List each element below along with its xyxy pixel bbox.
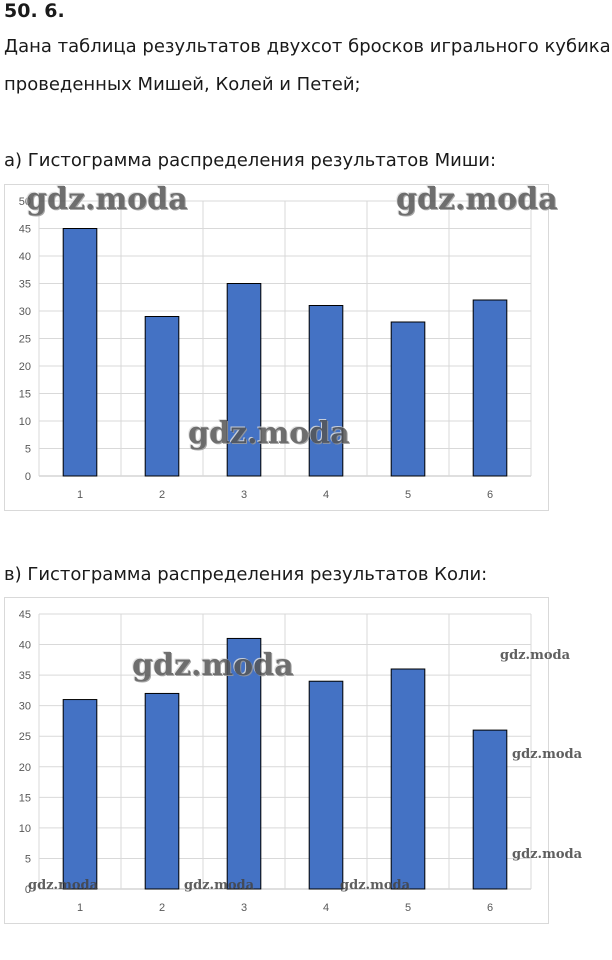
chart-b-bar-3 xyxy=(226,637,262,890)
chart-b-ytick-label: 25 xyxy=(19,731,31,743)
chart-b-bar-5 xyxy=(390,668,426,890)
chart-a-ytick-label: 5 xyxy=(25,444,31,456)
chart-b-ytick-label: 15 xyxy=(19,792,31,804)
chart-b-bar-4 xyxy=(308,680,344,890)
chart-caption-b: в) Гистограмма распределения результатов… xyxy=(4,564,488,585)
problem-intro-line-1: Дана таблица результатов двухсот бросков… xyxy=(4,36,612,57)
problem-intro-line-2: проведенных Мишей, Колей и Петей; xyxy=(4,74,361,95)
chart-a: 0 5 10 15 20 25 30 35 40 45 50 1 2 3 4 5 6 xyxy=(4,184,549,511)
chart-a-ytick-label: 50 xyxy=(19,196,31,208)
chart-b-xtick-label: 2 xyxy=(159,902,165,914)
chart-b-ytick-label: 0 xyxy=(25,884,31,896)
chart-b-bar-6 xyxy=(472,729,508,890)
chart-a-bar-2 xyxy=(144,316,180,477)
chart-a-xtick-label: 6 xyxy=(487,489,493,501)
chart-a-bar-4 xyxy=(308,305,344,477)
chart-b-ytick-label: 35 xyxy=(19,670,31,682)
chart-b-ytick-label: 10 xyxy=(19,823,31,835)
chart-b-bar-1 xyxy=(62,699,98,890)
chart-b-ytick-label: 40 xyxy=(19,640,31,652)
chart-a-xtick-label: 3 xyxy=(241,489,247,501)
chart-a-ytick-label: 40 xyxy=(19,251,31,263)
chart-a-xtick-label: 1 xyxy=(77,489,83,501)
chart-a-bar-3 xyxy=(226,283,262,477)
chart-a-ytick-label: 45 xyxy=(19,224,31,236)
chart-b-ytick-label: 30 xyxy=(19,701,31,713)
chart-b-xtick-label: 4 xyxy=(323,902,329,914)
chart-b-xtick-label: 5 xyxy=(405,902,411,914)
chart-b-bar-2 xyxy=(144,692,180,890)
chart-a-ytick-label: 15 xyxy=(19,389,31,401)
chart-a-ytick-label: 0 xyxy=(25,471,31,483)
chart-a-bar-6 xyxy=(472,299,508,477)
chart-a-xtick-label: 2 xyxy=(159,489,165,501)
chart-caption-a: а) Гистограмма распределения результатов… xyxy=(4,150,497,171)
problem-number: 50. 6. xyxy=(4,0,65,22)
chart-b-ytick-label: 20 xyxy=(19,762,31,774)
chart-b: 0 5 10 15 20 25 30 35 40 45 1 2 3 4 5 6 xyxy=(4,597,549,924)
chart-a-ytick-label: 25 xyxy=(19,334,31,346)
chart-a-bar-1 xyxy=(62,228,98,477)
chart-b-xtick-label: 6 xyxy=(487,902,493,914)
chart-b-ytick-label: 45 xyxy=(19,609,31,621)
chart-a-xtick-label: 5 xyxy=(405,489,411,501)
chart-a-ytick-label: 30 xyxy=(19,306,31,318)
chart-a-ytick-label: 20 xyxy=(19,361,31,373)
chart-b-xtick-label: 3 xyxy=(241,902,247,914)
chart-a-ytick-label: 35 xyxy=(19,279,31,291)
chart-a-bar-5 xyxy=(390,321,426,477)
chart-a-xtick-label: 4 xyxy=(323,489,329,501)
chart-b-xtick-label: 1 xyxy=(77,902,83,914)
chart-a-ytick-label: 10 xyxy=(19,416,31,428)
chart-b-ytick-label: 5 xyxy=(25,853,31,865)
